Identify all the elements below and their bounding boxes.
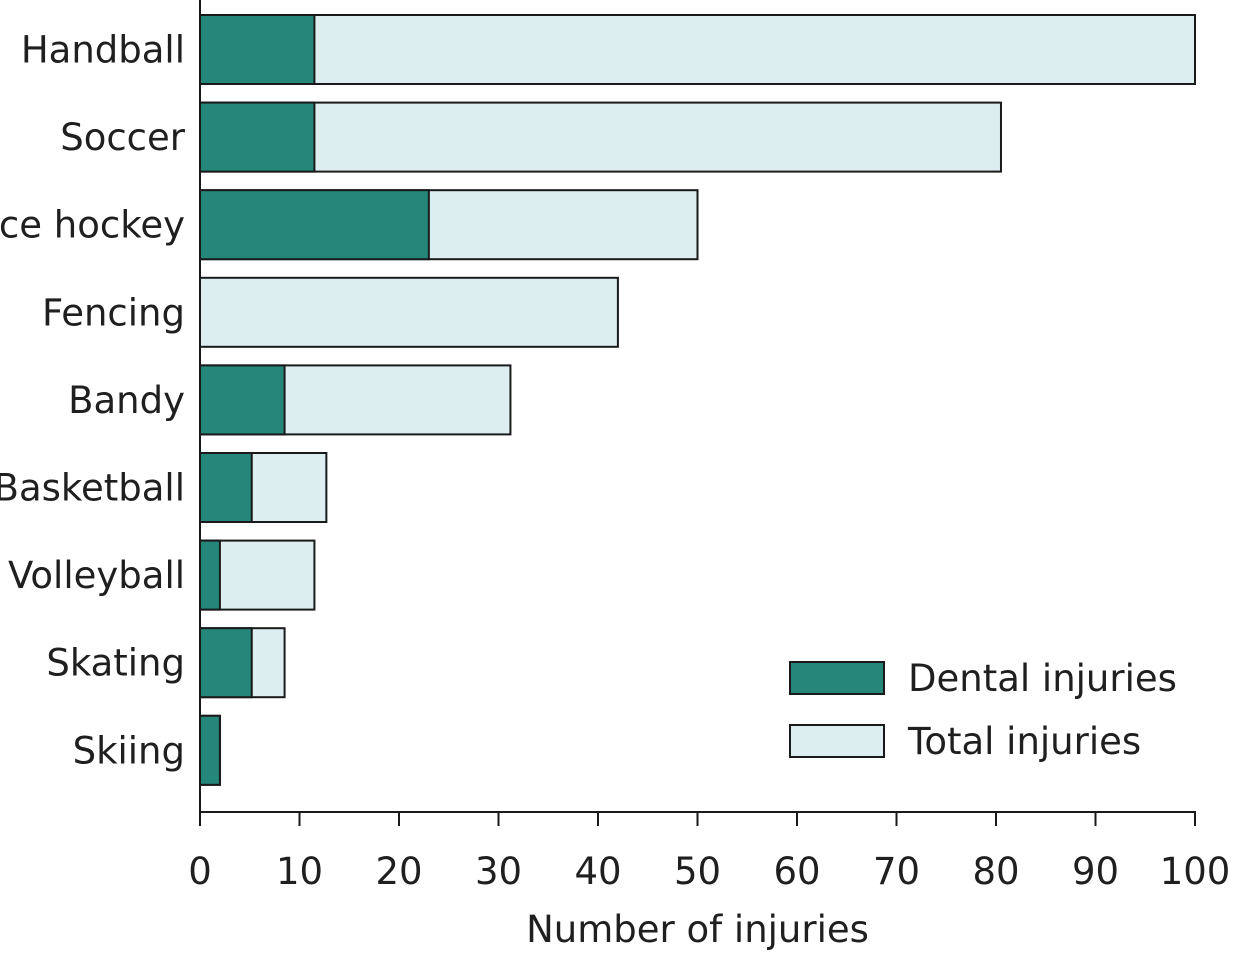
- bar-dental-skating: [199, 627, 253, 699]
- category-label-bandy: Bandy: [68, 379, 185, 422]
- bar-dental-bandy: [199, 364, 286, 436]
- x-axis-ticks: 0 10 20 30 40 50 60 70 80 90 100: [188, 812, 1230, 893]
- category-label-fencing: Fencing: [42, 291, 185, 334]
- x-tick-label-20: 20: [375, 850, 422, 893]
- x-tick-label-10: 10: [276, 850, 323, 893]
- x-tick-label-100: 100: [1160, 850, 1231, 893]
- x-tick-label-90: 90: [1072, 850, 1119, 893]
- bar-dental-basketball: [199, 452, 253, 523]
- bar-total-fencing: [199, 276, 619, 348]
- x-tick-label-70: 70: [873, 850, 920, 893]
- category-label-soccer: Soccer: [60, 116, 186, 159]
- legend-label-total-injuries: Total injuries: [907, 720, 1141, 763]
- bar-dental-volleyball: [199, 539, 221, 611]
- x-tick-label-60: 60: [773, 850, 820, 893]
- bar-total-soccer: [199, 101, 1002, 173]
- category-label-skiing: Skiing: [73, 729, 185, 772]
- legend-swatch-dental-injuries: [789, 661, 885, 695]
- x-tick-label-40: 40: [574, 850, 621, 893]
- bar-dental-ice-hockey: [199, 189, 430, 261]
- legend-label-dental-injuries: Dental injuries: [908, 657, 1177, 700]
- x-tick-label-0: 0: [188, 850, 212, 893]
- legend-swatch-total-injuries: [789, 724, 885, 758]
- legend: Dental injuries Total injuries: [789, 657, 1177, 763]
- bar-dental-handball: [199, 14, 316, 85]
- x-tick-label-30: 30: [475, 850, 522, 893]
- category-label-ice-hockey: Ice hockey: [0, 204, 185, 247]
- category-labels: Handball Soccer Ice hockey Fencing Bandy Bask…: [0, 29, 186, 773]
- bar-dental-skiing: [199, 714, 221, 786]
- x-axis-title: Number of injuries: [526, 908, 869, 951]
- category-label-basketball: Basketball: [0, 467, 185, 510]
- category-label-handball: Handball: [21, 29, 185, 72]
- bar-total-handball: [199, 14, 1196, 85]
- bars-layer: [199, 14, 1196, 786]
- category-label-skating: Skating: [46, 642, 185, 685]
- category-label-volleyball: Volleyball: [8, 554, 185, 597]
- x-tick-label-50: 50: [674, 850, 721, 893]
- bar-dental-soccer: [199, 101, 316, 173]
- x-tick-label-80: 80: [972, 850, 1019, 893]
